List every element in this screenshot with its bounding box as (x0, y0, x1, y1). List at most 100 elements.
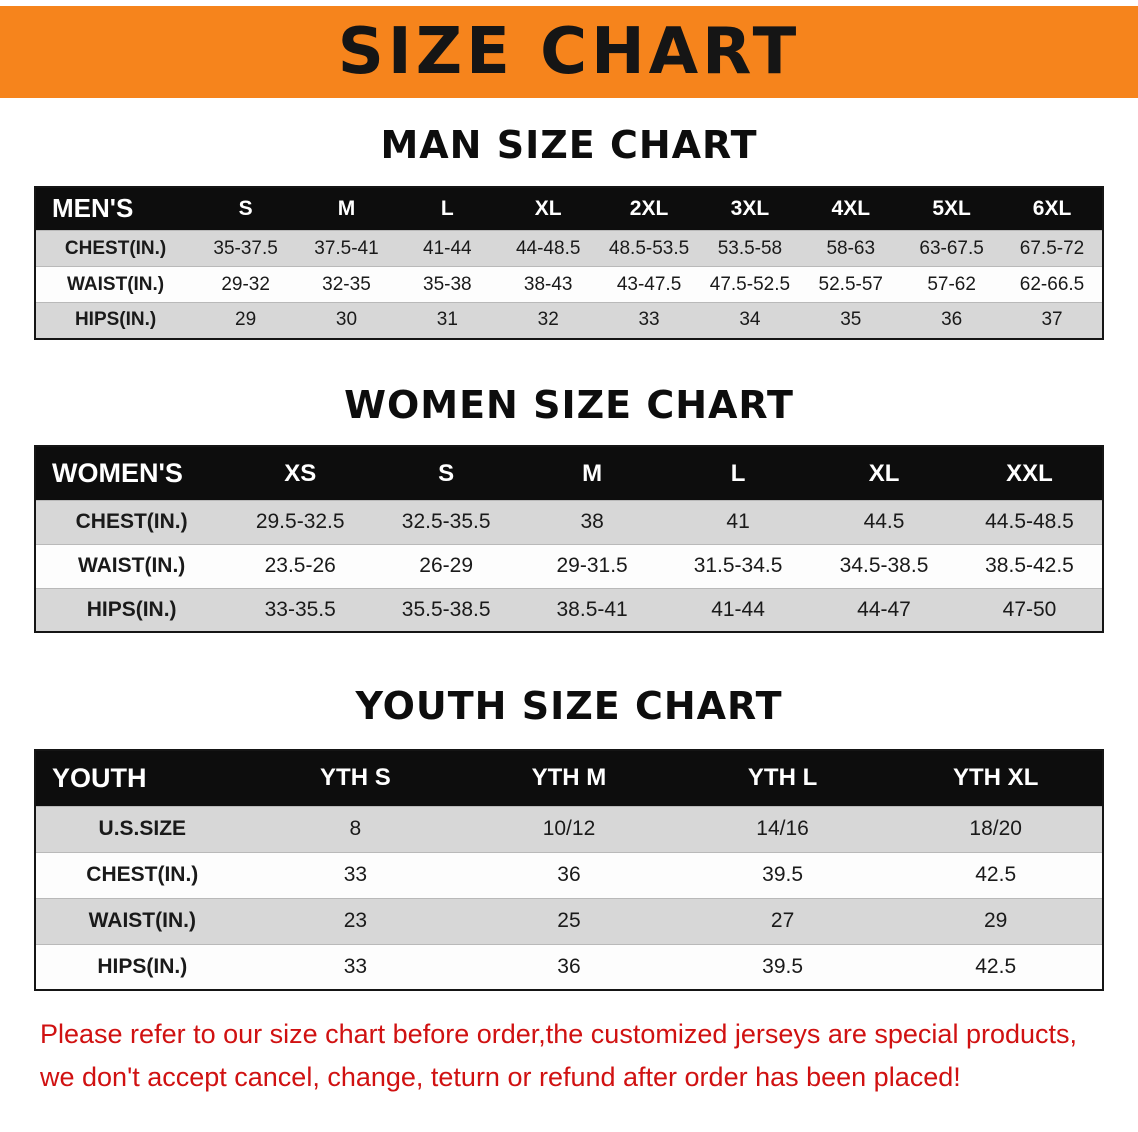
table-cell: 26-29 (373, 543, 520, 589)
table-cell: 35-38 (396, 266, 498, 303)
table-header-row: WOMEN'S XS S M L XL XXL (35, 446, 1103, 501)
table-cell: 35-37.5 (195, 230, 297, 267)
header-cell: 4XL (800, 186, 902, 231)
table-cell: 31 (396, 302, 498, 339)
header-cell: YTH S (248, 750, 463, 807)
table-cell: 38.5-41 (519, 587, 666, 633)
man-size-table-wrap: MEN'S S M L XL 2XL 3XL 4XL 5XL 6XL CHEST(IN.) 35-37… (0, 185, 1138, 340)
table-cell: 8 (248, 805, 463, 853)
table-cell: 34 (699, 302, 801, 339)
table-cell: 33-35.5 (227, 587, 374, 633)
table-cell: 29 (889, 897, 1103, 945)
women-size-chart-heading: WOMEN SIZE CHART (344, 382, 794, 427)
table-cell: 29 (195, 302, 297, 339)
table-cell: 32 (497, 302, 599, 339)
table-cell: 44.5 (811, 499, 957, 545)
table-cell: 62-66.5 (1002, 266, 1103, 303)
table-cell: 38 (519, 499, 666, 545)
row-label: CHEST(IN.) (35, 499, 228, 545)
header-cell: M (519, 446, 666, 501)
table-cell: 53.5-58 (699, 230, 801, 267)
header-cell: YTH XL (889, 750, 1103, 807)
table-cell: 43-47.5 (598, 266, 700, 303)
table-title-cell: WOMEN'S (35, 446, 228, 501)
table-cell: 36 (901, 302, 1003, 339)
table-cell: 36 (462, 943, 676, 991)
table-cell: 37 (1002, 302, 1103, 339)
table-row: WAIST(IN.) 29-32 32-35 35-38 38-43 43-47.5 47.… (35, 266, 1103, 303)
table-cell: 29-32 (195, 266, 297, 303)
table-header-row: MEN'S S M L XL 2XL 3XL 4XL 5XL 6XL (35, 186, 1103, 231)
table-cell: 58-63 (800, 230, 902, 267)
table-cell: 47-50 (957, 587, 1103, 633)
table-cell: 32-35 (296, 266, 397, 303)
table-cell: 32.5-35.5 (373, 499, 520, 545)
table-header-row: YOUTH YTH S YTH M YTH L YTH XL (35, 750, 1103, 807)
table-cell: 14/16 (675, 805, 890, 853)
header-cell: S (195, 186, 297, 231)
table-row: CHEST(IN.) 29.5-32.5 32.5-35.5 38 41 44.5 44.5… (35, 499, 1103, 545)
table-cell: 23 (248, 897, 463, 945)
table-cell: 33 (248, 943, 463, 991)
disclaimer-line-2: we don't accept cancel, change, teturn o… (40, 1062, 961, 1093)
header-cell: 3XL (699, 186, 801, 231)
table-title-cell: YOUTH (35, 750, 249, 807)
table-cell: 39.5 (675, 851, 890, 899)
table-cell: 38-43 (497, 266, 599, 303)
header-cell: YTH M (462, 750, 676, 807)
table-cell: 41-44 (396, 230, 498, 267)
header-cell: XL (811, 446, 957, 501)
table-cell: 41 (665, 499, 812, 545)
table-cell: 33 (598, 302, 700, 339)
header-cell: YTH L (675, 750, 890, 807)
header-cell: 6XL (1002, 186, 1103, 231)
header-cell: L (396, 186, 498, 231)
table-row: U.S.SIZE 8 10/12 14/16 18/20 (35, 805, 1103, 853)
row-label: WAIST(IN.) (35, 897, 249, 945)
youth-size-chart-heading: YOUTH SIZE CHART (355, 684, 783, 729)
table-cell: 36 (462, 851, 676, 899)
row-label: U.S.SIZE (35, 805, 249, 853)
row-label: CHEST(IN.) (35, 230, 196, 267)
table-cell: 23.5-26 (227, 543, 374, 589)
title-banner: SIZE CHART (0, 6, 1138, 98)
table-cell: 25 (462, 897, 676, 945)
youth-size-table: YOUTH YTH S YTH M YTH L YTH XL U.S.SIZE 8 10/12… (34, 749, 1104, 992)
header-cell: 5XL (901, 186, 1003, 231)
women-size-table-wrap: WOMEN'S XS S M L XL XXL CHEST(IN.) 29.5-32.5 32.5… (0, 445, 1138, 634)
table-cell: 35 (800, 302, 902, 339)
table-cell: 31.5-34.5 (665, 543, 812, 589)
row-label: HIPS(IN.) (35, 302, 196, 339)
table-cell: 57-62 (901, 266, 1003, 303)
page-title: SIZE CHART (337, 15, 801, 89)
man-size-table: MEN'S S M L XL 2XL 3XL 4XL 5XL 6XL CHEST(IN.) 35-37… (34, 185, 1104, 340)
table-cell: 33 (248, 851, 463, 899)
header-cell: XL (497, 186, 599, 231)
table-cell: 52.5-57 (800, 266, 902, 303)
table-cell: 44.5-48.5 (957, 499, 1103, 545)
table-cell: 67.5-72 (1002, 230, 1103, 267)
table-cell: 44-47 (811, 587, 957, 633)
table-cell: 47.5-52.5 (699, 266, 801, 303)
table-row: HIPS(IN.) 29 30 31 32 33 34 35 36 37 (35, 302, 1103, 339)
table-title-cell: MEN'S (35, 186, 196, 231)
table-row: WAIST(IN.) 23.5-26 26-29 29-31.5 31.5-34.5 34… (35, 543, 1103, 589)
table-cell: 63-67.5 (901, 230, 1003, 267)
table-cell: 48.5-53.5 (598, 230, 700, 267)
header-cell: L (665, 446, 812, 501)
table-cell: 42.5 (889, 851, 1103, 899)
table-row: HIPS(IN.) 33-35.5 35.5-38.5 38.5-41 41-44 44-… (35, 587, 1103, 633)
table-cell: 35.5-38.5 (373, 587, 520, 633)
table-cell: 44-48.5 (497, 230, 599, 267)
row-label: HIPS(IN.) (35, 587, 228, 633)
table-cell: 30 (296, 302, 397, 339)
table-row: CHEST(IN.) 33 36 39.5 42.5 (35, 851, 1103, 899)
women-size-table: WOMEN'S XS S M L XL XXL CHEST(IN.) 29.5-32.5 32.5… (34, 445, 1104, 634)
table-cell: 42.5 (889, 943, 1103, 991)
header-cell: XXL (957, 446, 1103, 501)
row-label: WAIST(IN.) (35, 266, 196, 303)
man-size-chart-heading: MAN SIZE CHART (380, 123, 758, 167)
table-cell: 27 (675, 897, 890, 945)
disclaimer-text: Please refer to our size chart before or… (40, 1017, 1102, 1095)
